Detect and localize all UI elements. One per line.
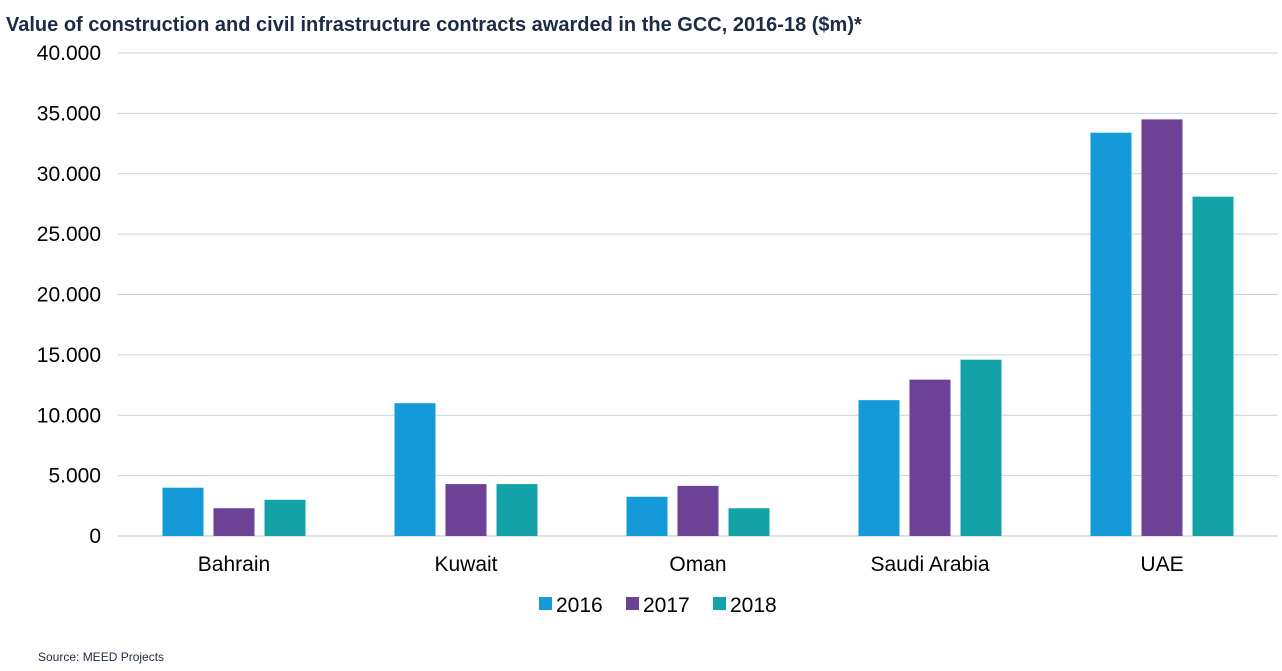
- legend-label-2018: 2018: [730, 594, 777, 617]
- legend-swatch-2017: [626, 597, 639, 610]
- y-tick-label: 30.000: [37, 163, 101, 186]
- x-category-label: Oman: [669, 553, 726, 576]
- legend-label-2017: 2017: [643, 594, 690, 617]
- y-tick-label: 5.000: [48, 465, 101, 488]
- y-tick-label: 15.000: [37, 344, 101, 367]
- bar-saudi-arabia-2016: [858, 400, 900, 536]
- bar-kuwait-2018: [496, 484, 538, 536]
- bar-oman-2017: [677, 485, 719, 536]
- x-category-label: Saudi Arabia: [870, 553, 989, 576]
- bar-uae-2016: [1090, 132, 1132, 536]
- legend-label-2016: 2016: [556, 594, 603, 617]
- bar-bahrain-2018: [264, 499, 306, 536]
- bar-oman-2018: [728, 508, 770, 536]
- bar-uae-2018: [1192, 196, 1234, 536]
- y-axis-ticks: 0 5.000 10.000 15.000 20.000 25.000 30.000 35.0…: [37, 42, 101, 548]
- x-category-label: Bahrain: [198, 553, 270, 576]
- legend-swatch-2016: [539, 597, 552, 610]
- x-category-label: Kuwait: [434, 553, 497, 576]
- y-tick-label: 35.000: [37, 102, 101, 125]
- y-tick-label: 25.000: [37, 223, 101, 246]
- bar-kuwait-2016: [394, 403, 436, 536]
- x-axis-categories: Bahrain Kuwait Oman Saudi Arabia UAE: [198, 553, 1184, 576]
- legend-swatch-2018: [713, 597, 726, 610]
- y-tick-label: 40.000: [37, 42, 101, 65]
- x-category-label: UAE: [1140, 553, 1183, 576]
- bar-bahrain-2016: [162, 487, 204, 536]
- y-tick-label: 10.000: [37, 404, 101, 427]
- y-tick-label: 20.000: [37, 284, 101, 307]
- bar-oman-2016: [626, 496, 668, 536]
- bar-uae-2017: [1141, 119, 1183, 536]
- y-tick-label: 0: [89, 525, 101, 548]
- bar-saudi-arabia-2017: [909, 379, 951, 536]
- source-note: Source: MEED Projects: [38, 650, 165, 664]
- bar-bahrain-2017: [213, 508, 255, 536]
- bar-saudi-arabia-2018: [960, 359, 1002, 536]
- bars: [162, 119, 1234, 536]
- legend: 2016 2017 2018: [539, 594, 777, 617]
- bar-kuwait-2017: [445, 484, 487, 536]
- chart-title: Value of construction and civil infrastr…: [6, 14, 862, 36]
